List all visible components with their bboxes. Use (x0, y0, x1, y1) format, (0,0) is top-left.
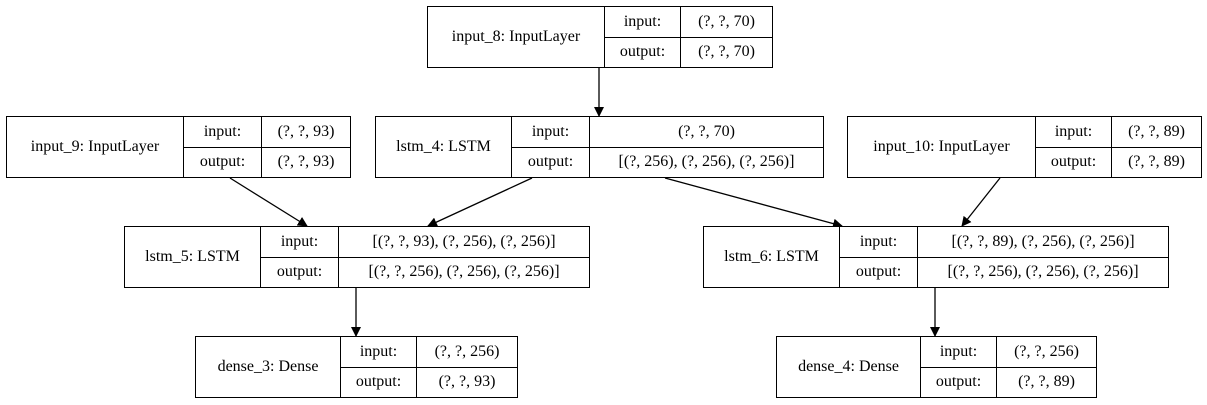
edge-lstm4-to-lstm6 (664, 177, 843, 229)
node-input-10-output-value: (?, ?, 89) (1128, 153, 1185, 171)
node-dense-3: dense_3: Dense input: (?, ?, 256) output… (195, 336, 518, 398)
node-dense-4: dense_4: Dense input: (?, ?, 256) output… (776, 336, 1097, 398)
node-input-8: input_8: InputLayer input: (?, ?, 70) ou… (427, 6, 773, 68)
node-dense-3-input-label: input: (341, 337, 417, 367)
node-lstm-4: lstm_4: LSTM input: (?, ?, 70) output: [… (375, 116, 824, 178)
node-lstm-5-input-value: [(?, ?, 93), (?, 256), (?, 256)] (372, 232, 556, 250)
node-input-9-name: input_9: InputLayer (7, 117, 184, 177)
node-lstm-4-input-label: input: (512, 117, 590, 147)
node-lstm-6-output-label: output: (840, 257, 918, 287)
edge-input9-to-lstm5 (229, 177, 308, 227)
node-lstm-5: lstm_5: LSTM input: [(?, ?, 93), (?, 256… (124, 226, 590, 288)
node-input-10-input-value: (?, ?, 89) (1128, 122, 1185, 140)
node-lstm-6: lstm_6: LSTM input: [(?, ?, 89), (?, 256… (703, 226, 1169, 288)
node-dense-3-output-value: (?, ?, 93) (438, 373, 496, 391)
node-input-9: input_9: InputLayer input: (?, ?, 93) ou… (6, 116, 351, 178)
node-input-8-input-value: (?, ?, 70) (698, 12, 755, 30)
node-lstm-6-input-label: input: (840, 227, 918, 257)
node-input-10-name: input_10: InputLayer (848, 117, 1036, 177)
node-dense-4-output-label: output: (921, 367, 997, 397)
node-lstm-5-name: lstm_5: LSTM (125, 227, 261, 287)
node-lstm-5-output-label: output: (261, 257, 339, 287)
node-input-9-input-value: (?, ?, 93) (277, 122, 335, 140)
node-input-10-input-label: input: (1036, 117, 1112, 147)
node-input-8-input-label: input: (605, 7, 681, 37)
node-dense-4-name: dense_4: Dense (777, 337, 921, 397)
node-lstm-5-input-label: input: (261, 227, 339, 257)
node-lstm-6-output-value: [(?, ?, 256), (?, 256), (?, 256)] (947, 263, 1139, 281)
node-input-9-output-value: (?, ?, 93) (277, 153, 335, 171)
node-dense-4-output-value: (?, ?, 89) (1018, 373, 1075, 391)
node-lstm-4-output-label: output: (512, 147, 590, 177)
node-input-8-name: input_8: InputLayer (428, 7, 605, 67)
node-lstm-4-name: lstm_4: LSTM (376, 117, 512, 177)
node-input-8-output-value: (?, ?, 70) (698, 43, 755, 61)
node-input-9-output-label: output: (184, 147, 262, 177)
node-lstm-6-input-value: [(?, ?, 89), (?, 256), (?, 256)] (951, 232, 1135, 250)
node-dense-3-output-label: output: (341, 367, 417, 397)
node-dense-3-input-value: (?, ?, 256) (434, 342, 500, 360)
node-dense-4-input-label: input: (921, 337, 997, 367)
node-lstm-6-name: lstm_6: LSTM (704, 227, 840, 287)
node-dense-3-name: dense_3: Dense (196, 337, 341, 397)
node-lstm-4-input-value: (?, ?, 70) (678, 122, 735, 140)
edge-lstm4-to-lstm5 (427, 177, 533, 227)
node-input-9-input-label: input: (184, 117, 262, 147)
node-input-8-output-label: output: (605, 37, 681, 67)
node-input-10: input_10: InputLayer input: (?, ?, 89) o… (847, 116, 1202, 178)
node-dense-4-input-value: (?, ?, 256) (1014, 342, 1079, 360)
node-lstm-5-output-value: [(?, ?, 256), (?, 256), (?, 256)] (368, 263, 560, 281)
node-lstm-4-output-value: [(?, 256), (?, 256), (?, 256)] (618, 153, 795, 171)
node-input-10-output-label: output: (1036, 147, 1112, 177)
edge-input10-to-lstm6 (961, 177, 1001, 227)
